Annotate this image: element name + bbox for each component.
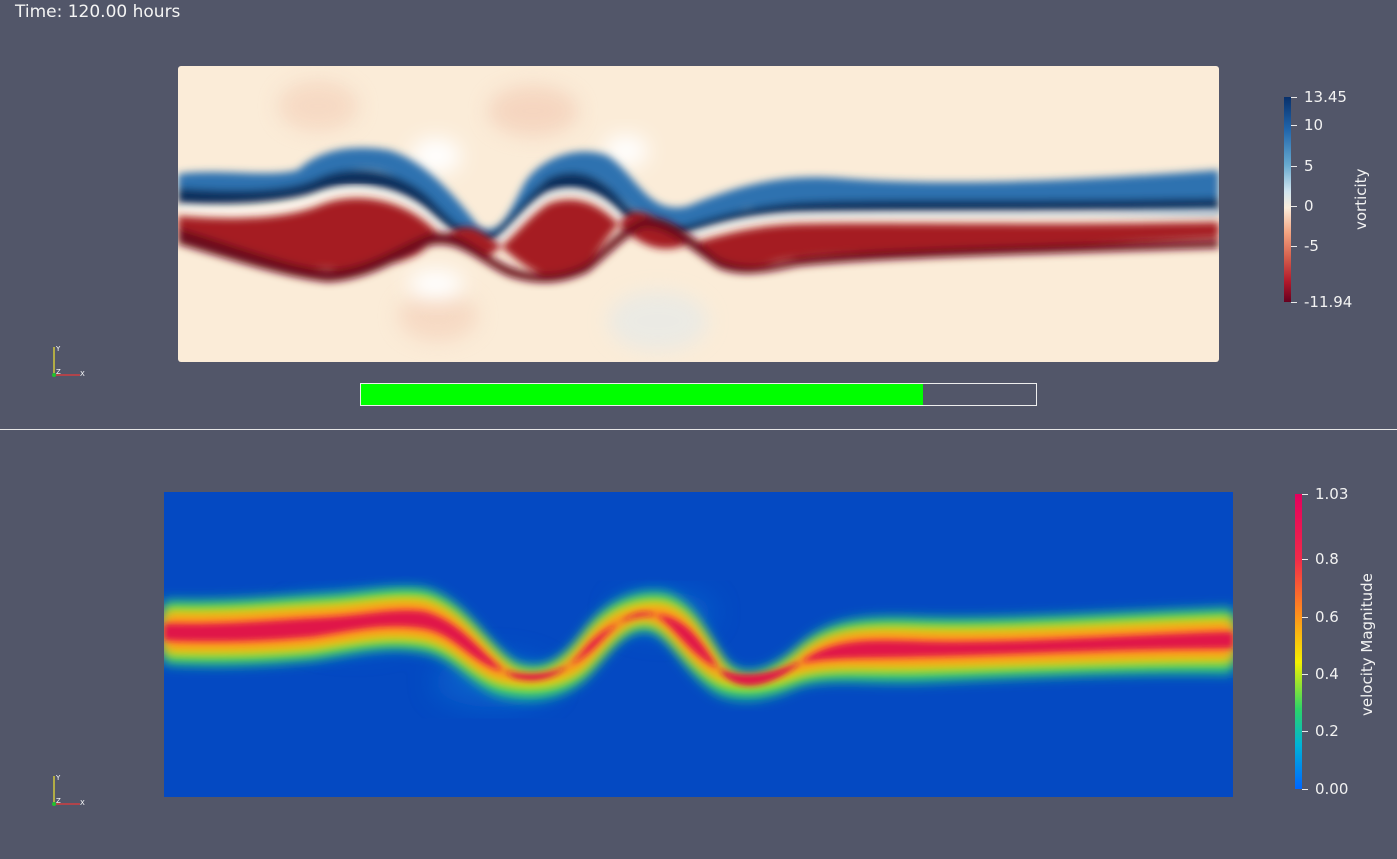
colorbar-tick <box>1291 166 1297 167</box>
colorbar-tick <box>1291 97 1297 98</box>
vorticity-tick-label-10: 10 <box>1304 116 1324 134</box>
colorbar-tick <box>1302 559 1308 560</box>
colorbar-tick <box>1302 789 1308 790</box>
vorticity-colorbar-title: vorticity <box>1352 168 1370 230</box>
colorbar-tick <box>1291 125 1297 126</box>
colorbar-tick <box>1291 246 1297 247</box>
vorticity-tick-label-0: 0 <box>1304 197 1314 215</box>
vorticity-tick-label-neg5: -5 <box>1304 237 1319 255</box>
colorbar-tick <box>1291 206 1297 207</box>
vorticity-tick-label-min: -11.94 <box>1304 293 1353 311</box>
axis-y-label: Y <box>55 345 61 353</box>
axis-x-label: X <box>80 799 85 807</box>
velocity-tick-label-0.4: 0.4 <box>1315 665 1339 683</box>
velocity-tick-label-min: 0.00 <box>1315 780 1349 798</box>
progress-bar <box>360 383 1037 406</box>
vorticity-tick-label-5: 5 <box>1304 157 1314 175</box>
colorbar-tick <box>1302 494 1308 495</box>
velocity-tick-label-0.8: 0.8 <box>1315 550 1339 568</box>
colorbar-tick <box>1291 302 1297 303</box>
colorbar-tick <box>1302 674 1308 675</box>
velocity-tick-label-0.6: 0.6 <box>1315 608 1339 626</box>
velocity-tick-label-0.2: 0.2 <box>1315 722 1339 740</box>
axis-x-label: X <box>80 370 85 378</box>
velocity-colorbar <box>1295 494 1302 789</box>
axis-z-label: Z <box>56 368 61 376</box>
velocity-colorbar-title: velocity Magnitude <box>1358 573 1376 716</box>
colorbar-tick <box>1302 617 1308 618</box>
axis-y-label: Y <box>55 774 61 782</box>
velocity-render-view[interactable] <box>164 492 1233 797</box>
view-divider[interactable] <box>0 429 1397 430</box>
progress-fill <box>361 384 924 405</box>
orientation-axes-icon: Y Z X <box>52 345 85 378</box>
vorticity-render-view[interactable] <box>178 66 1219 362</box>
orientation-axes-icon: Y Z X <box>52 774 85 807</box>
vorticity-colorbar <box>1284 97 1291 302</box>
velocity-tick-label-max: 1.03 <box>1315 485 1349 503</box>
colorbar-tick <box>1302 731 1308 732</box>
vorticity-tick-label-max: 13.45 <box>1304 88 1347 106</box>
axis-z-label: Z <box>56 797 61 805</box>
time-label: Time: 120.00 hours <box>15 2 181 22</box>
